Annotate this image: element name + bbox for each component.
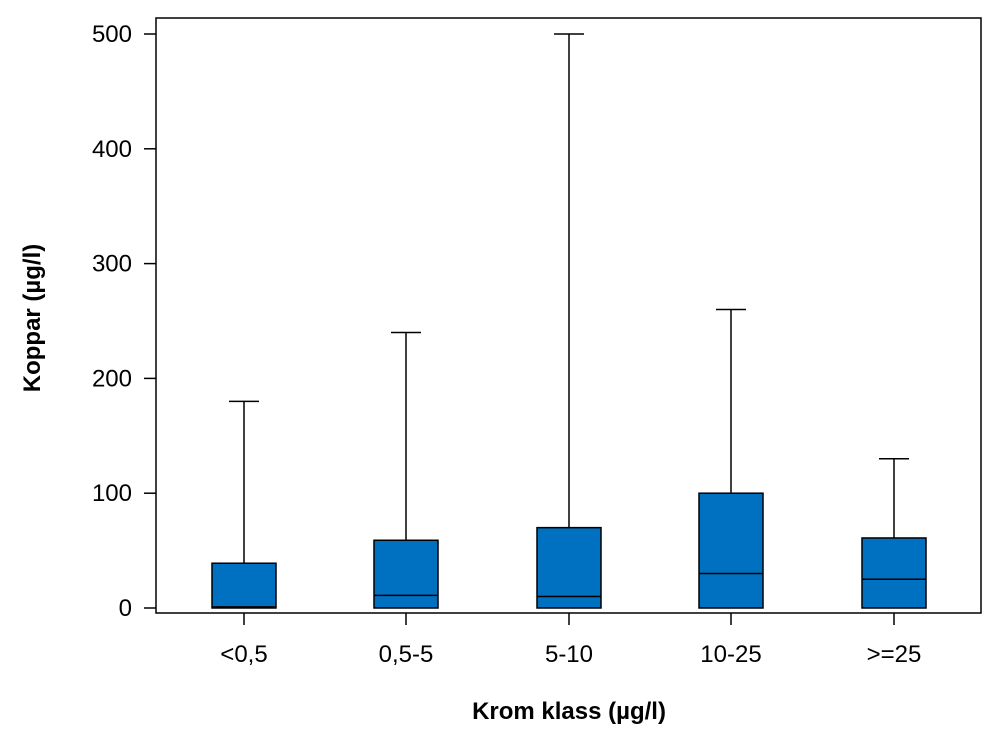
y-tick-label: 500: [92, 21, 132, 48]
box: [211, 562, 277, 609]
x-tick-label: 5-10: [545, 641, 593, 668]
box: [698, 492, 764, 609]
boxes-layer: [211, 33, 927, 609]
x-tick-label: 10-25: [700, 641, 761, 668]
y-tick-label: 300: [92, 251, 132, 278]
y-tick-label: 400: [92, 136, 132, 163]
box-group: [373, 331, 439, 609]
x-tick-label: <0,5: [220, 641, 267, 668]
box-group: [698, 308, 764, 609]
y-tick-label: 200: [92, 365, 132, 392]
box: [861, 537, 927, 609]
y-axis-title: Koppar (µg/l): [19, 244, 46, 392]
box-group: [536, 33, 602, 609]
x-tick-label: >=25: [867, 641, 922, 668]
axes-layer: 0 100 200 300 400 500 <0,5 0,5-5 5-10 10-25 >=25: [92, 17, 982, 668]
box: [536, 526, 602, 609]
box: [373, 539, 439, 609]
x-axis-title: Krom klass (µg/l): [472, 698, 666, 725]
y-tick-label: 100: [92, 480, 132, 507]
y-tick-label: 0: [119, 595, 132, 622]
x-tick-label: 0,5-5: [379, 641, 434, 668]
box-group: [211, 400, 277, 609]
box-group: [861, 458, 927, 609]
